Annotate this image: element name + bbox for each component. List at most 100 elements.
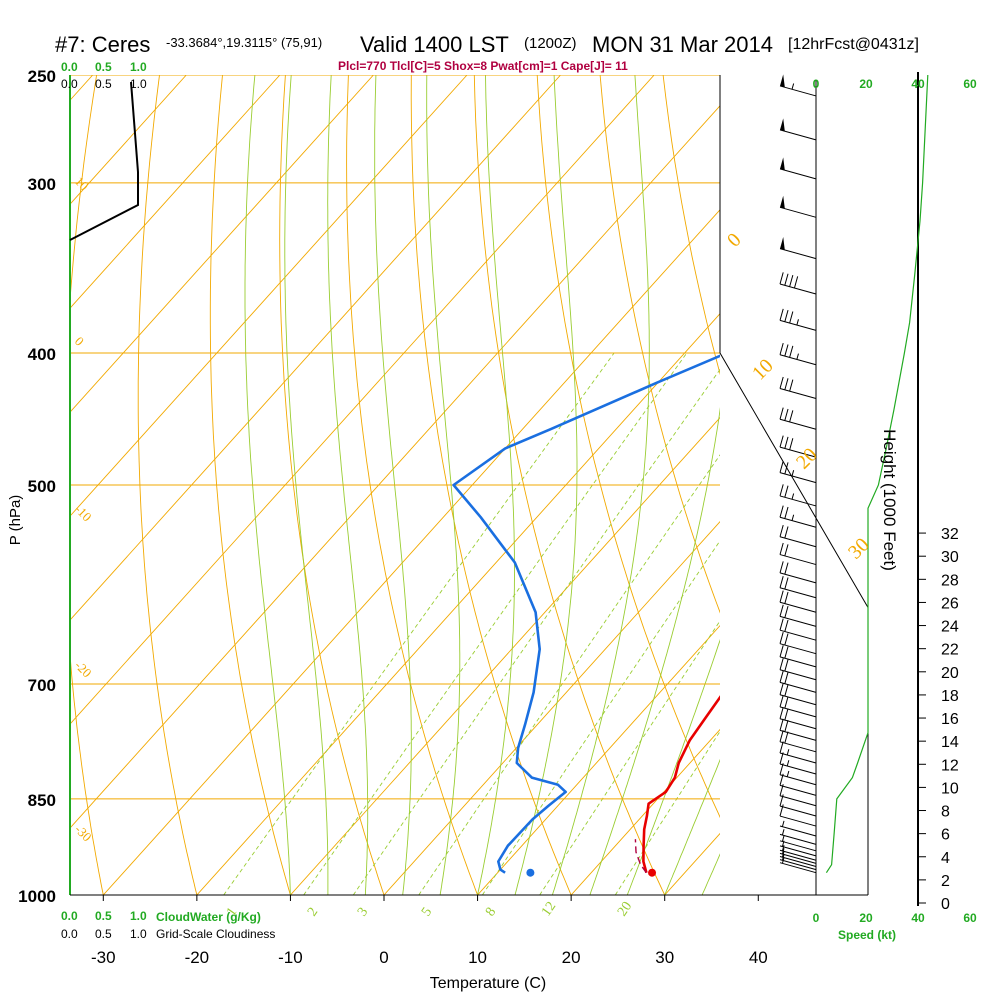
- speed-axis-top-label: 40: [911, 77, 925, 91]
- x-tick-label: 0: [379, 948, 388, 967]
- wind-barb: [779, 763, 817, 786]
- dry-adiabat-line: [726, 75, 1000, 895]
- cloudwater-axis-label: 0.5: [95, 60, 112, 74]
- cloudiness-axis-label: 0.5: [95, 927, 112, 941]
- height-tick-label: 28: [941, 572, 959, 589]
- wind-barb: [779, 670, 817, 693]
- dry-adiabat-label: 20: [792, 444, 822, 474]
- wind-barb: [779, 845, 817, 861]
- pressure-tick-label: 1000: [18, 887, 56, 906]
- wind-barb: [779, 718, 817, 741]
- cloudiness-axis-label: 1.0: [130, 77, 147, 91]
- height-tick-label: 16: [941, 711, 959, 728]
- station-coords: -33.3684°,19.3115° (75,91): [166, 35, 322, 50]
- mixing-ratio-line: [418, 454, 720, 895]
- dewpoint-surface-marker: [526, 868, 535, 877]
- speed-axis-bottom-label: 0: [813, 911, 820, 925]
- height-tick-label: 12: [941, 757, 959, 774]
- wind-barb: [779, 460, 817, 484]
- forecast-info: [12hrFcst@0431z]: [788, 36, 919, 53]
- cloudiness-profile: [69, 81, 139, 241]
- isotherm-line: [70, 75, 374, 413]
- dry-adiabat-line: [346, 75, 479, 895]
- isotherm-line: [383, 520, 720, 895]
- pressure-tick-label: 850: [28, 791, 56, 810]
- wind-barb: [779, 407, 817, 430]
- speed-axis-top-label: 20: [859, 77, 873, 91]
- dry-adiabat-line: [279, 75, 385, 895]
- dry-adiabat-line: [662, 75, 720, 376]
- wind-barb: [779, 157, 817, 180]
- cloudwater-axis-label: 1.0: [130, 909, 147, 923]
- moist-adiabat-line: [284, 75, 329, 895]
- moist-adiabat-line: [374, 75, 412, 895]
- mixing-ratio-line: [223, 352, 615, 895]
- dry-adiabat-line: [599, 75, 720, 614]
- wind-barb: [779, 784, 817, 807]
- isotherm-label: -10: [72, 502, 95, 525]
- isotherm-line: [758, 75, 1000, 895]
- wind-barb: [779, 820, 817, 837]
- wind-barb: [779, 829, 817, 845]
- wind-barb: [779, 695, 817, 718]
- dry-adiabat-line: [137, 75, 198, 895]
- thermo-grid: [70, 75, 1000, 895]
- height-tick-label: 30: [941, 549, 959, 566]
- speed-axis-top-label: 0: [813, 77, 820, 91]
- wind-barb: [779, 484, 817, 507]
- wind-barb: [779, 505, 817, 528]
- dry-adiabat-label: 10: [748, 355, 778, 385]
- pressure-tick-label: 500: [28, 477, 56, 496]
- height-tick-label: 14: [941, 734, 959, 751]
- pressure-tick-label: 700: [28, 676, 56, 695]
- temperature-surface-marker: [648, 868, 657, 877]
- x-axis-title: Temperature (C): [430, 975, 546, 992]
- cloudwater-axis-label: 0.0: [61, 909, 78, 923]
- wind-barb: [779, 752, 817, 775]
- cloudiness-axis-label: 0.5: [95, 77, 112, 91]
- height-tick-label: 8: [941, 804, 950, 821]
- temperature-line: [642, 695, 720, 874]
- mixing-ratio-line: [614, 730, 720, 895]
- wind-barb: [779, 773, 817, 796]
- isotherm-label: -20: [72, 658, 95, 681]
- wind-barb: [779, 561, 817, 584]
- isotherm-line: [70, 75, 281, 309]
- moist-adiabat-line: [244, 75, 291, 895]
- height-tick-label: 26: [941, 595, 959, 612]
- y-axis-title: P (hPa): [7, 495, 24, 546]
- wind-barb: [779, 730, 817, 753]
- wind-barb: [779, 272, 817, 295]
- chart-border: [719, 75, 869, 895]
- mixing-ratio-label: 8: [483, 905, 499, 919]
- speed-axis-top-label: 60: [963, 77, 977, 91]
- dry-adiabat-line: [852, 75, 1000, 895]
- height-tick-label: 20: [941, 665, 959, 682]
- cloudwater-axis-label: 0.0: [61, 60, 78, 74]
- height-tick-label: 22: [941, 642, 959, 659]
- dry-adiabat-line: [70, 75, 104, 895]
- wind-barb: [779, 542, 817, 566]
- isotherm-line: [852, 75, 1000, 895]
- wind-barb: [779, 835, 817, 852]
- dry-adiabat-line: [978, 75, 1000, 895]
- x-tick-label: -10: [278, 948, 303, 967]
- wind-barb: [779, 707, 817, 730]
- height-tick-label: 32: [941, 526, 959, 543]
- dry-adiabat-label: 30: [844, 534, 874, 564]
- x-tick-label: 40: [749, 948, 768, 967]
- wind-barb: [779, 308, 817, 331]
- dry-adiabat-line: [536, 75, 720, 819]
- moist-adiabat-line: [626, 639, 720, 895]
- moist-adiabat-line: [426, 75, 461, 895]
- wind-barb: [779, 590, 817, 613]
- pressure-tick-label: 300: [28, 175, 56, 194]
- wind-barb: [779, 195, 817, 218]
- speed-axis-bottom-label: 60: [963, 911, 977, 925]
- height-tick-label: 2: [941, 873, 950, 890]
- speed-label: Speed (kt): [838, 928, 896, 942]
- height-tick-label: 6: [941, 827, 950, 844]
- dry-adiabat-line: [473, 75, 666, 895]
- parcel-line: [634, 839, 647, 874]
